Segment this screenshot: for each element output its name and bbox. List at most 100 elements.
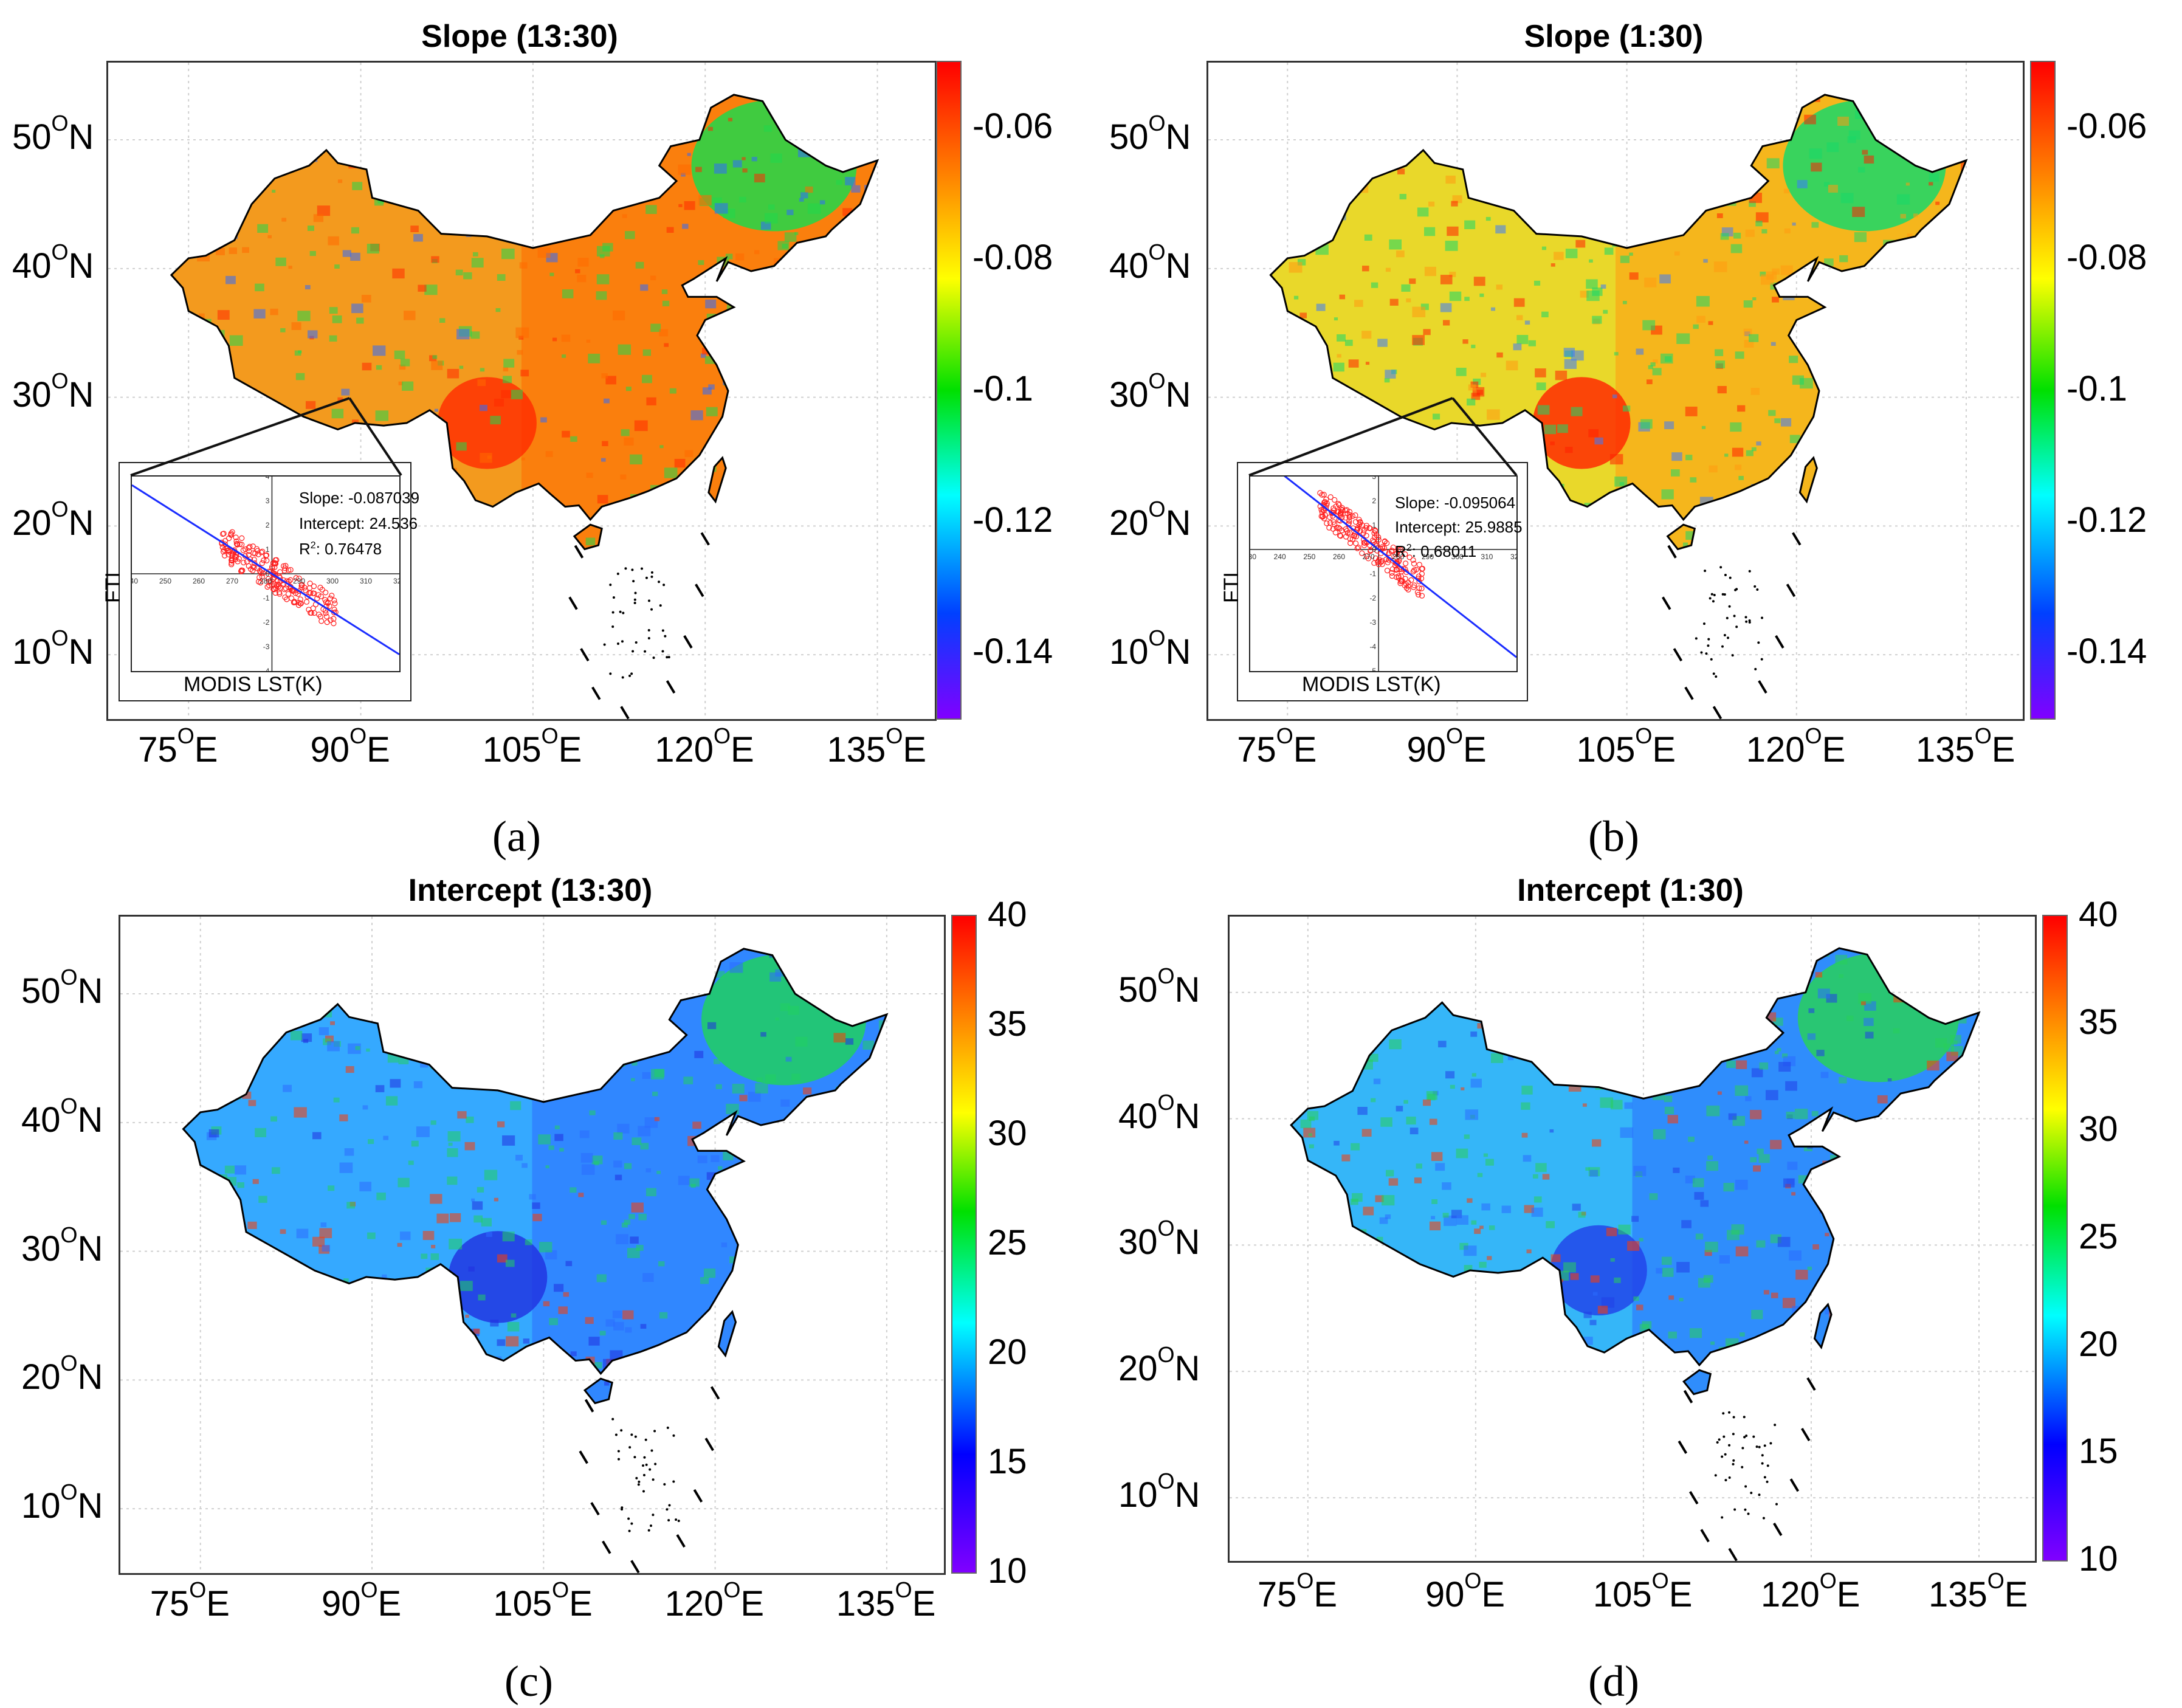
field-pixel <box>341 388 350 396</box>
scatter-point <box>1416 579 1422 585</box>
field-pixel <box>1363 1384 1372 1391</box>
field-pixel <box>1914 663 1919 667</box>
field-pixel <box>307 1384 317 1391</box>
field-pixel <box>1939 1313 1953 1324</box>
field-pixel <box>1816 1050 1825 1056</box>
field-pixel <box>630 559 636 564</box>
field-pixel <box>759 1550 767 1557</box>
field-pixel <box>124 1228 135 1237</box>
field-pixel <box>2020 1450 2031 1458</box>
field-pixel <box>1565 249 1578 258</box>
field-pixel <box>248 1100 256 1106</box>
field-pixel <box>505 1259 515 1267</box>
field-pixel <box>804 1271 817 1282</box>
island <box>1747 1512 1750 1515</box>
field-pixel <box>1327 1010 1336 1018</box>
field-pixel <box>1787 1534 1791 1537</box>
scatter-point <box>1368 548 1374 554</box>
field-pixel <box>882 1278 887 1287</box>
field-pixel <box>1922 508 1935 517</box>
field-pixel <box>1254 1529 1261 1534</box>
field-pixel <box>574 1512 579 1517</box>
field-pixel <box>414 1415 418 1419</box>
field-pixel <box>1897 1161 1901 1165</box>
field-pixel <box>755 1377 763 1384</box>
field-pixel <box>1595 1511 1605 1519</box>
field-pixel <box>1886 953 1895 960</box>
island <box>1728 1411 1731 1414</box>
field-pixel <box>759 83 772 94</box>
field-pixel <box>1644 201 1653 208</box>
field-pixel <box>580 1152 593 1163</box>
field-pixel <box>1713 261 1727 272</box>
lon-tick-label: 135OE <box>836 1577 936 1624</box>
field-pixel <box>258 1043 269 1052</box>
field-pixel <box>1854 80 1858 83</box>
field-pixel <box>675 668 683 674</box>
field-pixel <box>1225 618 1234 625</box>
field-pixel <box>306 1562 315 1569</box>
field-pixel <box>1797 1544 1803 1550</box>
field-pixel <box>1317 1205 1330 1215</box>
field-pixel <box>1599 1003 1604 1007</box>
field-pixel <box>1270 325 1273 334</box>
field-pixel <box>1635 1469 1641 1473</box>
island <box>1775 1503 1778 1506</box>
field-pixel <box>791 1518 796 1521</box>
field-pixel <box>899 926 903 929</box>
field-pixel <box>314 1395 320 1399</box>
field-pixel <box>343 717 350 719</box>
field-pixel <box>867 193 877 201</box>
field-pixel <box>898 1246 909 1255</box>
field-pixel <box>452 1363 462 1371</box>
field-pixel <box>1977 161 1985 167</box>
field-pixel <box>1716 1394 1726 1402</box>
field-pixel <box>143 1027 155 1036</box>
field-pixel <box>188 1365 194 1370</box>
field-pixel <box>1809 576 1820 584</box>
field-pixel <box>1340 1493 1347 1500</box>
field-pixel <box>1403 128 1415 138</box>
field-pixel <box>239 931 249 938</box>
field-pixel <box>2000 381 2007 386</box>
dash <box>1684 686 1694 700</box>
field-pixel <box>346 717 351 719</box>
field-pixel <box>884 997 887 1002</box>
field-pixel <box>517 1358 525 1365</box>
field-pixel <box>1938 1346 1948 1354</box>
field-pixel <box>171 226 174 233</box>
field-pixel <box>1832 348 1839 354</box>
field-pixel <box>1944 951 1953 959</box>
field-pixel <box>1679 973 1686 978</box>
field-pixel <box>1702 67 1709 72</box>
field-pixel <box>1667 563 1671 566</box>
field-pixel <box>586 472 593 478</box>
field-pixel <box>1514 1307 1526 1318</box>
lon-tick-label: 135OE <box>827 723 927 770</box>
panel-d: Intercept (1:30) (d) 50ON 40ON 30ON 20ON 10O… <box>1091 854 2182 1708</box>
field-pixel <box>755 1083 768 1093</box>
field-pixel <box>1297 1166 1306 1174</box>
field-pixel <box>618 146 626 153</box>
field-pixel <box>715 1084 722 1089</box>
field-pixel <box>256 1266 266 1274</box>
field-pixel <box>252 74 257 78</box>
field-pixel <box>1648 204 1661 214</box>
field-pixel <box>1851 1376 1865 1387</box>
field-pixel <box>313 214 324 222</box>
scatter-point <box>1402 560 1409 566</box>
field-pixel <box>1995 1259 2000 1262</box>
field-pixel <box>1361 1343 1372 1352</box>
field-pixel <box>724 267 732 275</box>
field-pixel <box>1496 352 1503 358</box>
field-pixel <box>1749 201 1756 207</box>
field-pixel <box>540 644 551 653</box>
scatter-point <box>1322 512 1328 518</box>
field-pixel <box>1508 1039 1516 1045</box>
field-pixel <box>561 334 571 342</box>
lon-tick-label: 105OE <box>1576 723 1676 770</box>
field-pixel <box>1735 464 1742 470</box>
field-pixel <box>884 546 891 552</box>
field-pixel <box>749 75 757 81</box>
inset-xtick: 310 <box>1481 553 1493 561</box>
